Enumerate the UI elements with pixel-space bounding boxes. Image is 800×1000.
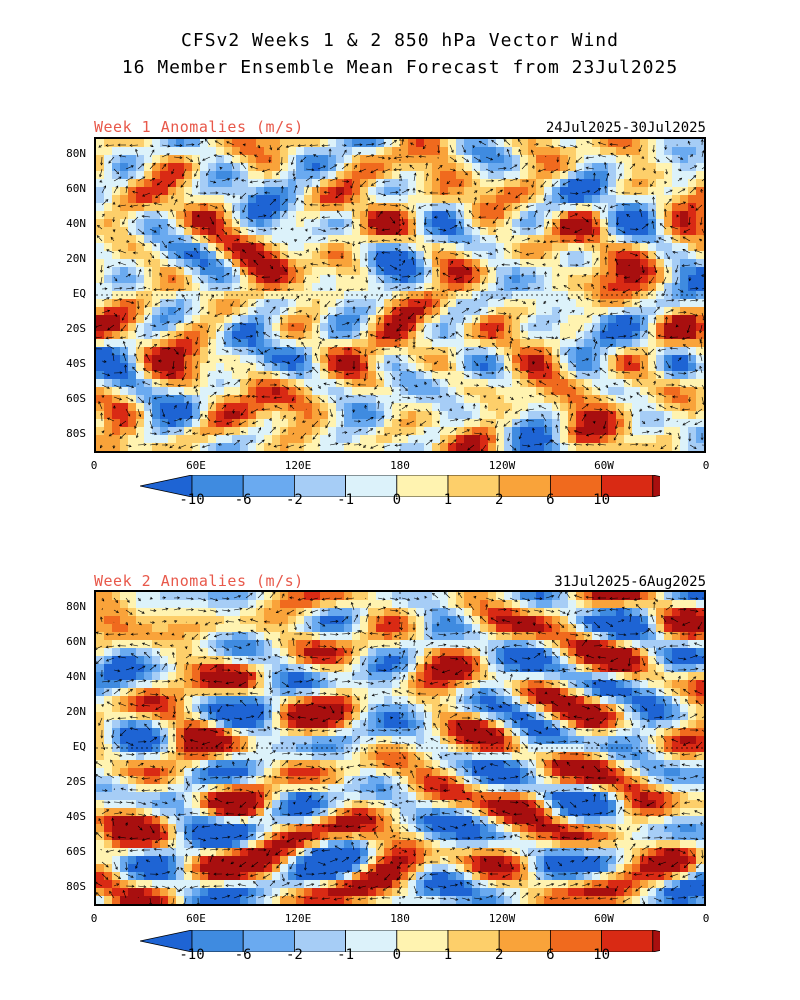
lat-tick-label: EQ <box>72 287 86 300</box>
lon-tick-label: 60W <box>594 912 614 925</box>
panel2-dates: 31Jul2025-6Aug2025 <box>554 574 706 590</box>
lat-tick-label: 20S <box>66 322 86 335</box>
panel1-title: Week 1 Anomalies (m/s) <box>94 118 304 136</box>
anomaly-field <box>96 139 704 451</box>
lat-tick-label: 60N <box>66 182 86 195</box>
figure-title-line2: 16 Member Ensemble Mean Forecast from 23… <box>121 57 679 78</box>
lon-tick-label: 0 <box>90 912 98 925</box>
colorbar-label: 6 <box>546 492 555 508</box>
lat-tick-label: 80N <box>66 600 86 613</box>
lat-tick-label: 80S <box>66 880 86 893</box>
colorbar-max-arrow <box>652 474 705 498</box>
colorbar-label: -2 <box>285 492 303 508</box>
panel1-dates: 24Jul2025-30Jul2025 <box>545 120 706 136</box>
lon-tick-label: 120E <box>284 912 312 925</box>
lat-tick-label: 80S <box>66 427 86 440</box>
lat-tick-label: 40N <box>66 670 86 683</box>
colorbar-label: -10 <box>179 492 205 508</box>
lat-tick-label: 20S <box>66 775 86 788</box>
lon-tick-label: 0 <box>90 459 98 472</box>
anomaly-field <box>96 592 704 904</box>
lon-tick-label: 120E <box>284 459 312 472</box>
panel2-title: Week 2 Anomalies (m/s) <box>94 572 304 590</box>
lat-tick-label: 40N <box>66 217 86 230</box>
colorbar-label: 2 <box>494 492 504 508</box>
colorbar-label: -6 <box>234 947 252 963</box>
lat-tick-label: 60N <box>66 635 86 648</box>
colorbar-label: 10 <box>593 947 611 963</box>
colorbar-label: -1 <box>337 492 355 508</box>
lat-tick-label: 20N <box>66 252 86 265</box>
colorbar-label: -10 <box>179 947 205 963</box>
lon-tick-label: 60E <box>186 459 206 472</box>
lon-tick-label: 180 <box>390 459 410 472</box>
lat-tick-label: 80N <box>66 147 86 160</box>
colorbar-max-arrow <box>652 929 705 953</box>
figure-title-line1: CFSv2 Weeks 1 & 2 850 hPa Vector Wind <box>181 30 619 51</box>
lat-tick-label: 40S <box>66 810 86 823</box>
colorbar-label: 1 <box>443 492 453 508</box>
colorbar-label: 10 <box>593 492 611 508</box>
lat-tick-label: 60S <box>66 845 86 858</box>
lon-tick-label: 60E <box>186 912 206 925</box>
colorbar-label: -2 <box>285 947 303 963</box>
panel1-map <box>94 137 706 453</box>
colorbar-label: -6 <box>234 492 252 508</box>
lat-tick-label: EQ <box>72 740 86 753</box>
lat-tick-label: 20N <box>66 705 86 718</box>
lon-tick-label: 0 <box>702 912 710 925</box>
lat-tick-label: 60S <box>66 392 86 405</box>
colorbar-label: 0 <box>392 947 402 963</box>
lon-tick-label: 60W <box>594 459 614 472</box>
colorbar-label: -1 <box>337 947 355 963</box>
panel2-map <box>94 590 706 906</box>
lon-tick-label: 0 <box>702 459 710 472</box>
colorbar-label: 0 <box>392 492 402 508</box>
lat-tick-label: 40S <box>66 357 86 370</box>
lon-tick-label: 120W <box>488 459 516 472</box>
lon-tick-label: 120W <box>488 912 516 925</box>
lon-tick-label: 180 <box>390 912 410 925</box>
colorbar-label: 1 <box>443 947 453 963</box>
colorbar-label: 2 <box>494 947 504 963</box>
colorbar-label: 6 <box>546 947 555 963</box>
